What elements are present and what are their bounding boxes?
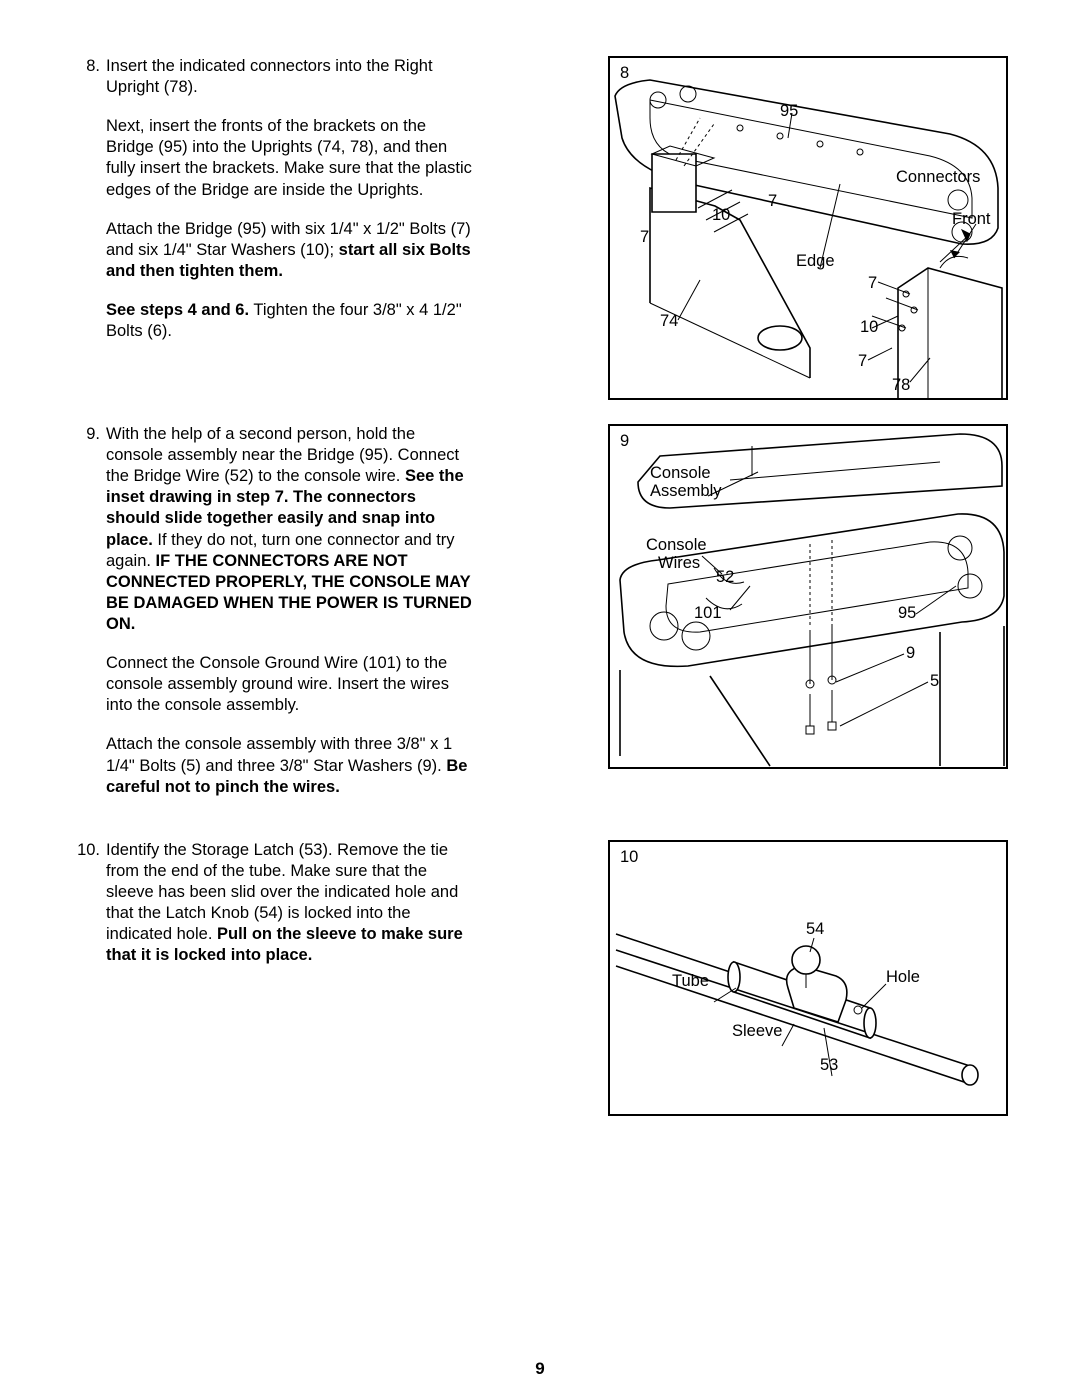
figure-number: 9 <box>620 432 629 451</box>
row-step-9: 9. With the help of a second person, hol… <box>72 424 1008 816</box>
text-col-8: 8. Insert the indicated connectors into … <box>72 56 488 360</box>
figure-col-10: 10 <box>488 840 1008 1116</box>
text-col-10: 10. Identify the Storage Latch (53). Rem… <box>72 840 488 985</box>
text-run: Attach the console assembly with three 3… <box>106 735 452 774</box>
paragraph: Next, insert the fronts of the brackets … <box>106 116 472 200</box>
figure-8-svg <box>610 58 1010 402</box>
paragraph: With the help of a second person, hold t… <box>106 424 472 635</box>
label-7d: 7 <box>858 352 867 371</box>
page: 8. Insert the indicated connectors into … <box>0 0 1080 1397</box>
page-number: 9 <box>0 1359 1080 1379</box>
label-7a: 7 <box>768 192 777 211</box>
paragraph: Identify the Storage Latch (53). Remove … <box>106 840 472 967</box>
label-tube: Tube <box>672 972 709 991</box>
step-body: Insert the indicated connectors into the… <box>106 56 472 342</box>
label-74: 74 <box>660 312 678 331</box>
text-run: Connect the Console Ground Wire (101) to… <box>106 654 449 714</box>
label-sleeve: Sleeve <box>732 1022 782 1041</box>
label-console-asm-2: Assembly <box>650 482 722 501</box>
label-console-asm-1: Console <box>650 464 711 483</box>
text-run: IF THE CONNECTORS ARE NOT CONNECTED PROP… <box>106 552 472 633</box>
text-run: Next, insert the fronts of the brackets … <box>106 117 472 198</box>
label-console-wires-2: Wires <box>658 554 700 573</box>
label-10b: 10 <box>860 318 878 337</box>
step-number: 8. <box>72 56 106 342</box>
figure-9: 9 <box>608 424 1008 769</box>
figure-10: 10 <box>608 840 1008 1116</box>
label-connectors: Connectors <box>896 168 980 187</box>
label-95: 95 <box>780 102 798 121</box>
label-78: 78 <box>892 376 910 395</box>
step-body: Identify the Storage Latch (53). Remove … <box>106 840 472 967</box>
figure-col-9: 9 <box>488 424 1008 769</box>
label-52: 52 <box>716 568 734 587</box>
step-number: 10. <box>72 840 106 967</box>
figure-10-svg <box>610 842 1010 1118</box>
text-run: Insert the indicated connectors into the… <box>106 57 433 96</box>
label-101: 101 <box>694 604 722 623</box>
label-7b: 7 <box>640 228 649 247</box>
step-number: 9. <box>72 424 106 798</box>
paragraph: Attach the Bridge (95) with six 1/4" x 1… <box>106 219 472 282</box>
label-9: 9 <box>906 644 915 663</box>
label-10a: 10 <box>712 206 730 225</box>
paragraph: Connect the Console Ground Wire (101) to… <box>106 653 472 716</box>
paragraph: Attach the console assembly with three 3… <box>106 734 472 797</box>
paragraph: See steps 4 and 6. Tighten the four 3/8"… <box>106 300 472 342</box>
figure-col-8: 8 <box>488 56 1008 400</box>
label-console-wires-1: Console <box>646 536 707 555</box>
label-front: Front <box>952 210 991 229</box>
text-run: See steps 4 and 6. <box>106 301 249 319</box>
figure-8: 8 <box>608 56 1008 400</box>
label-edge: Edge <box>796 252 835 271</box>
figure-number: 8 <box>620 64 629 83</box>
label-53: 53 <box>820 1056 838 1075</box>
label-5: 5 <box>930 672 939 691</box>
paragraph: Insert the indicated connectors into the… <box>106 56 472 98</box>
row-step-10: 10. Identify the Storage Latch (53). Rem… <box>72 840 1008 1116</box>
row-step-8: 8. Insert the indicated connectors into … <box>72 56 1008 400</box>
label-95: 95 <box>898 604 916 623</box>
step-body: With the help of a second person, hold t… <box>106 424 472 798</box>
figure-number: 10 <box>620 848 638 867</box>
label-54: 54 <box>806 920 824 939</box>
label-hole: Hole <box>886 968 920 987</box>
text-col-9: 9. With the help of a second person, hol… <box>72 424 488 816</box>
label-7c: 7 <box>868 274 877 293</box>
